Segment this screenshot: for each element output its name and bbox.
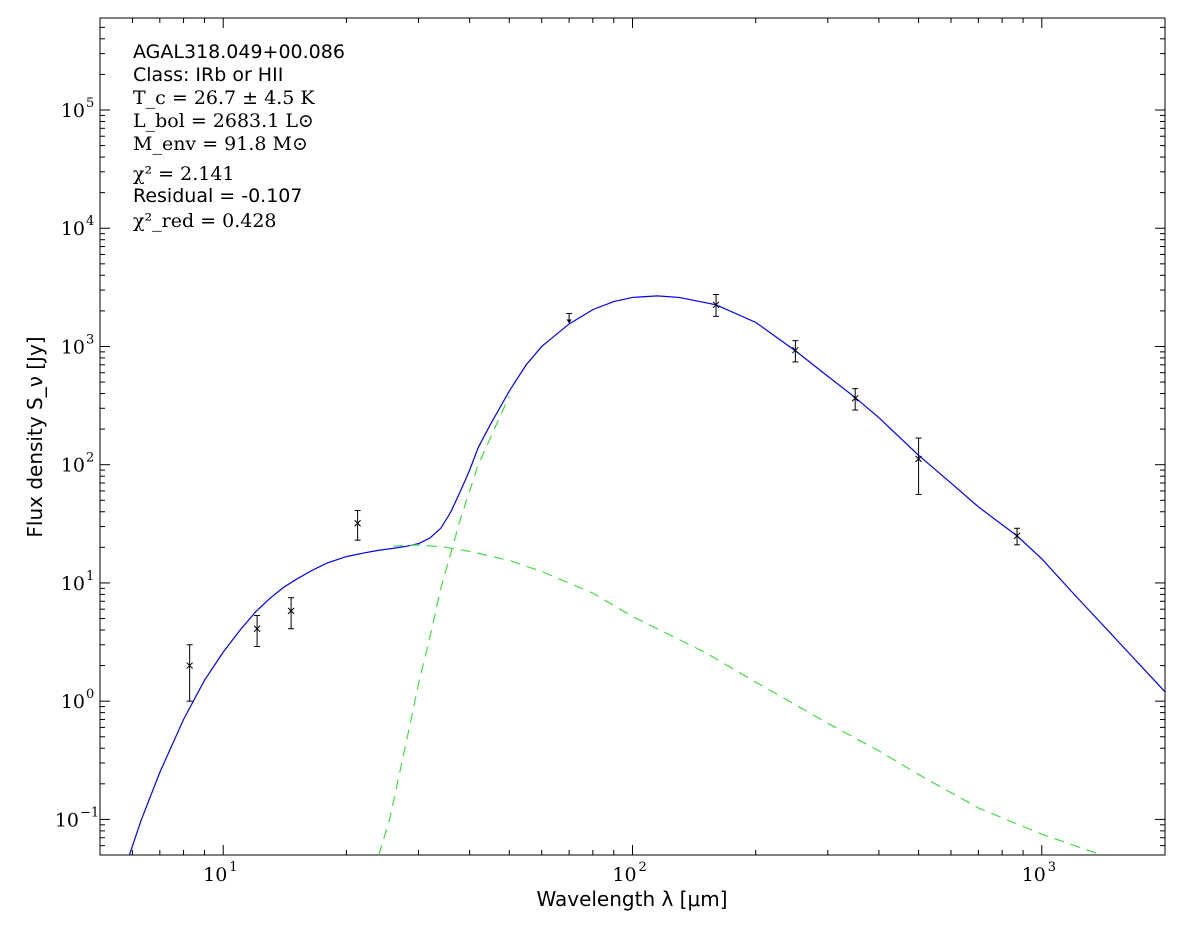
x-tick-label: 10 <box>612 864 636 886</box>
y-tick-exponent: 5 <box>86 96 94 111</box>
data-point <box>253 615 261 648</box>
y-tick-label: 10 <box>61 336 85 358</box>
data-point <box>792 340 799 363</box>
x-axis-label: Wavelength λ [μm] <box>536 887 727 911</box>
source-name: AGAL318.049+00.086 <box>133 41 345 63</box>
luminosity-annotation: L_bol = 2683.1 L⊙ <box>133 110 314 132</box>
data-point <box>354 509 361 541</box>
mass-annotation: M_env = 91.8 M⊙ <box>133 133 308 155</box>
x-tick-exponent: 2 <box>639 860 647 875</box>
y-tick-exponent: 2 <box>86 451 94 466</box>
data-point <box>287 597 295 630</box>
y-tick-label: 10 <box>61 218 85 240</box>
component-curve-2 <box>393 544 1102 855</box>
source-class: Class: IRb or HII <box>133 64 283 86</box>
x-tick-label: 10 <box>203 864 227 886</box>
y-tick-exponent: 3 <box>86 332 94 347</box>
component-curve-1 <box>378 395 510 855</box>
chi2-annotation: χ² = 2.141 <box>133 163 235 185</box>
y-tick-label: 10 <box>61 100 85 122</box>
y-tick-exponent: −1 <box>80 805 99 820</box>
chi2-red-annotation: χ²_red = 0.428 <box>133 210 277 232</box>
y-tick-label: 10 <box>55 809 79 831</box>
y-tick-label: 10 <box>61 455 85 477</box>
data-point <box>1013 527 1021 546</box>
data-point <box>851 388 859 411</box>
y-tick-exponent: 4 <box>86 214 94 229</box>
temperature-annotation: T_c = 26.7 ± 4.5 K <box>133 87 315 109</box>
x-tick-exponent: 3 <box>1048 860 1056 875</box>
data-point <box>712 294 720 317</box>
axis-ticks: 10 1 10 2 10 310 −110 010 110 210 310 410 5 <box>55 17 1166 886</box>
y-tick-exponent: 1 <box>86 569 94 584</box>
upper-limit-point <box>566 313 573 324</box>
y-tick-label: 10 <box>61 691 85 713</box>
data-point <box>186 644 194 702</box>
plot-frame <box>99 17 1166 856</box>
y-axis-label: Flux density S_ν [Jy] <box>23 336 47 537</box>
total-fit-curve <box>128 295 1165 855</box>
data-point <box>915 437 922 495</box>
y-tick-exponent: 0 <box>86 687 94 702</box>
data-points <box>186 294 1021 702</box>
x-tick-label: 10 <box>1022 864 1046 886</box>
x-tick-exponent: 1 <box>229 860 237 875</box>
annotation-block: AGAL318.049+00.086 Class: IRb or HII T_c… <box>133 41 345 232</box>
y-tick-label: 10 <box>61 573 85 595</box>
residual-annotation: Residual = -0.107 <box>133 185 303 207</box>
model-curves <box>128 295 1165 855</box>
